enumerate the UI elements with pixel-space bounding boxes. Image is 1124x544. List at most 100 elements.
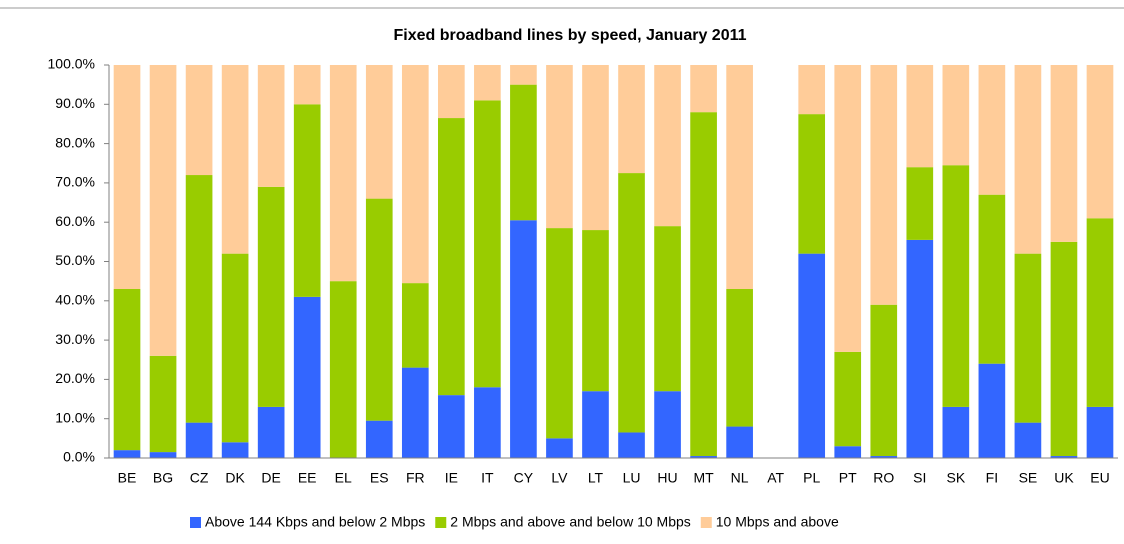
x-tick-label: CY xyxy=(514,470,534,486)
bar-segment xyxy=(870,456,898,458)
bar-segment xyxy=(401,283,429,368)
y-tick-label: 100.0% xyxy=(48,56,95,72)
bar-segment xyxy=(582,230,609,392)
legend-label: Above 144 Kbps and below 2 Mbps xyxy=(205,514,425,530)
bar-segment xyxy=(365,65,393,199)
bar-segment xyxy=(942,165,970,407)
y-tick-label: 60.0% xyxy=(55,213,95,229)
bar-segment xyxy=(149,452,177,458)
bar-segment xyxy=(906,167,934,240)
bar-segment xyxy=(257,406,285,458)
x-tick-label: RO xyxy=(873,470,894,486)
x-tick-label: ES xyxy=(370,470,389,486)
bar-segment xyxy=(726,65,753,290)
x-tick-label: BG xyxy=(153,470,173,486)
legend-swatch xyxy=(190,517,201,528)
x-tick-label: IT xyxy=(481,470,494,486)
bar-segment xyxy=(257,186,285,407)
bar-segment xyxy=(654,391,681,458)
bar-segment xyxy=(1086,65,1114,219)
y-tick-label: 0.0% xyxy=(63,449,95,465)
bar-segment xyxy=(942,406,970,458)
bar-segment xyxy=(149,65,177,356)
bar-segment xyxy=(1014,65,1042,254)
bar-segment xyxy=(221,253,249,443)
bar-segment xyxy=(546,228,573,439)
x-tick-label: AT xyxy=(767,470,784,486)
bar-segment xyxy=(293,296,321,458)
bar-segment xyxy=(510,84,537,221)
bar-segment xyxy=(834,446,862,458)
bar-segment xyxy=(293,65,321,105)
bar-segment xyxy=(1086,406,1114,458)
y-tick-label: 30.0% xyxy=(55,331,95,347)
bar-segment xyxy=(113,289,141,451)
bar-segment xyxy=(474,100,501,388)
x-tick-label: LU xyxy=(623,470,641,486)
x-tick-label: DK xyxy=(225,470,245,486)
chart-title: Fixed broadband lines by speed, January … xyxy=(393,27,746,44)
x-tick-label: SE xyxy=(1019,470,1038,486)
bar-segment xyxy=(546,438,573,458)
bar-segment xyxy=(546,65,573,229)
bar-segment xyxy=(1050,456,1078,458)
legend-swatch xyxy=(435,517,447,528)
bar-segment xyxy=(365,420,393,458)
legend-label: 2 Mbps and above and below 10 Mbps xyxy=(450,514,691,530)
bar-segment xyxy=(618,173,645,433)
bar-segment xyxy=(726,426,753,458)
x-tick-label: DE xyxy=(261,470,280,486)
bar-segment xyxy=(654,226,681,392)
bar-segment xyxy=(870,304,898,457)
x-tick-label: FI xyxy=(986,470,998,486)
bar-segment xyxy=(257,65,285,187)
x-tick-label: NL xyxy=(731,470,749,486)
bar-segment xyxy=(726,289,753,427)
x-tick-label: SK xyxy=(946,470,965,486)
x-tick-label: IE xyxy=(445,470,458,486)
bar-segment xyxy=(942,65,970,166)
y-tick-label: 80.0% xyxy=(55,134,95,150)
bar-segment xyxy=(798,114,826,254)
bar-segment xyxy=(834,351,862,447)
bar-segment xyxy=(1014,422,1042,458)
y-tick-label: 90.0% xyxy=(55,95,95,111)
bar-segment xyxy=(401,65,429,284)
bar-segment xyxy=(690,65,717,113)
x-tick-label: EU xyxy=(1090,470,1109,486)
bar-segment xyxy=(510,65,537,85)
x-tick-label: UK xyxy=(1054,470,1074,486)
bar-segment xyxy=(438,118,465,396)
bar-segment xyxy=(293,104,321,297)
x-tick-label: PL xyxy=(803,470,820,486)
bar-segment xyxy=(185,422,213,458)
y-tick-label: 50.0% xyxy=(55,252,95,268)
x-tick-label: EL xyxy=(335,470,352,486)
bar-segment xyxy=(1086,218,1114,407)
x-tick-label: FR xyxy=(406,470,425,486)
bar-segment xyxy=(510,220,537,458)
x-tick-label: MT xyxy=(693,470,714,486)
bar-segment xyxy=(1050,65,1078,242)
bar-segment xyxy=(474,387,501,458)
bar-segment xyxy=(906,65,934,168)
bar-segment xyxy=(618,432,645,458)
y-tick-label: 10.0% xyxy=(55,409,95,425)
bar-segment xyxy=(401,367,429,458)
bar-segment xyxy=(834,65,862,352)
bar-segment xyxy=(798,253,826,458)
bar-segment xyxy=(870,65,898,305)
bar-segment xyxy=(185,175,213,423)
bar-segment xyxy=(906,239,934,458)
bar-segment xyxy=(185,65,213,176)
bar-segment xyxy=(690,456,717,458)
y-tick-label: 70.0% xyxy=(55,174,95,190)
bar-segment xyxy=(978,65,1006,195)
bar-segment xyxy=(1014,253,1042,423)
bar-segment xyxy=(582,65,609,231)
bar-segment xyxy=(438,65,465,119)
x-tick-label: BE xyxy=(118,470,137,486)
bar-segment xyxy=(474,65,501,101)
bar-segment xyxy=(438,395,465,458)
